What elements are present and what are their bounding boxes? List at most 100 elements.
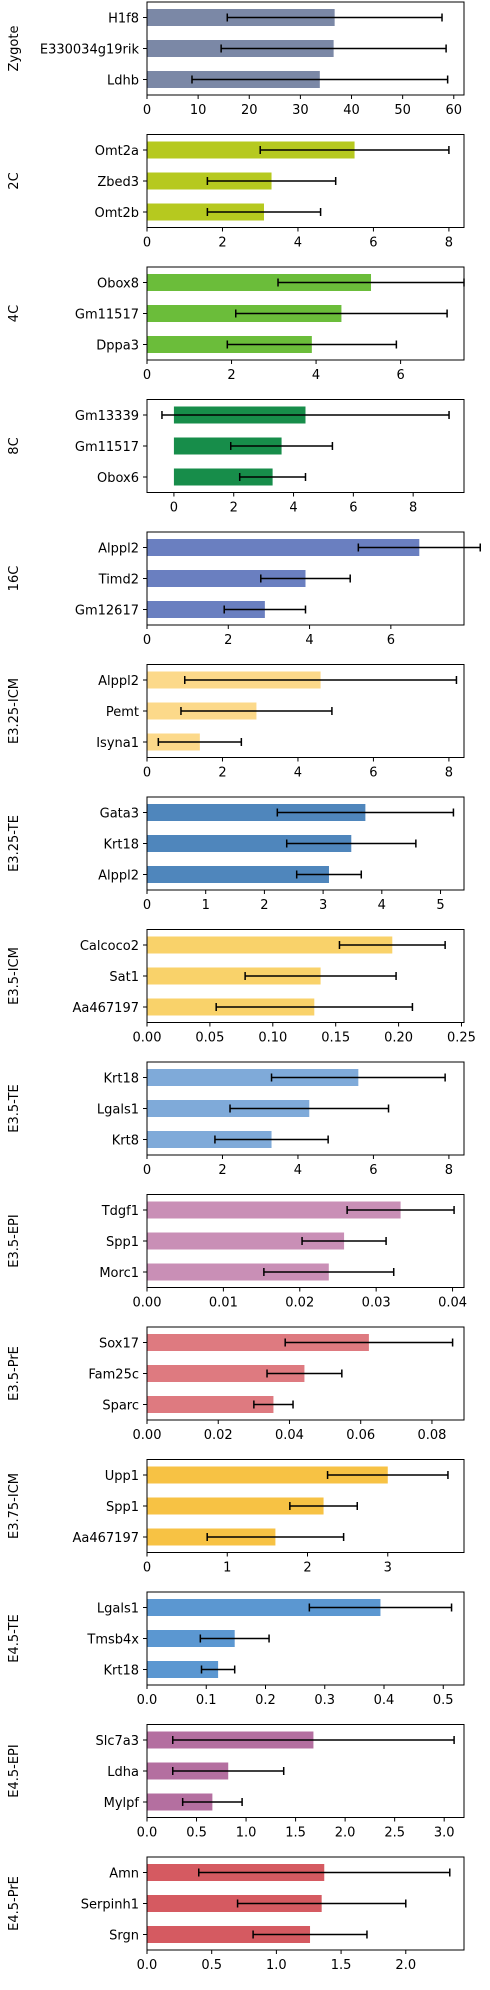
bar xyxy=(147,1100,310,1117)
x-tick-label: 50 xyxy=(394,103,411,118)
category-label: Slc7a3 xyxy=(95,1734,139,1749)
bar xyxy=(147,1069,359,1086)
x-tick-label: 4 xyxy=(294,236,302,251)
x-tick-label: 0.10 xyxy=(258,1031,287,1046)
x-tick-label: 0.02 xyxy=(285,1296,314,1311)
chart-panel-14: Amn Serpinh1 Srgn 0.0 0.5 1.0 1.5 2.0 E4.5-PrE xyxy=(7,1856,465,1973)
category-label: Tmsb4x xyxy=(86,1633,139,1648)
category-label: Spp1 xyxy=(106,1500,139,1515)
x-tick-label: 4 xyxy=(378,898,386,913)
x-tick-label: 0.5 xyxy=(201,1958,222,1973)
axes-frame xyxy=(146,531,465,626)
x-tick-label: 2 xyxy=(224,633,232,648)
chart-panel-7: Calcoco2 Sat1 Aa467197 0.00 0.05 0.10 0.15 0.20… xyxy=(7,929,476,1046)
x-tick-label: 2 xyxy=(218,766,226,781)
bar xyxy=(147,1599,381,1616)
chart-panel-1: Omt2a Zbed3 Omt2b 0 2 4 6 8 2C xyxy=(7,134,465,251)
x-tick-label: 0.0 xyxy=(137,1693,158,1708)
chart-panel-13: Slc7a3 Ldha Mylpf 0.0 0.5 1.0 1.5 2.0 2.5 3.0 E4.5… xyxy=(7,1724,465,1841)
x-tick-label: 4 xyxy=(289,501,297,516)
axes-frame xyxy=(146,1326,465,1421)
category-label: Mylpf xyxy=(104,1796,140,1811)
x-tick-label: 8 xyxy=(445,1163,453,1178)
category-label: Sox17 xyxy=(99,1337,139,1352)
x-tick-label: 3 xyxy=(384,1561,392,1576)
category-label: Aa467197 xyxy=(73,1531,140,1546)
error-bar xyxy=(259,146,450,154)
bar xyxy=(147,804,366,821)
x-tick-label: 0.4 xyxy=(374,1693,395,1708)
x-tick-label: 0.04 xyxy=(438,1296,467,1311)
bar xyxy=(147,203,264,221)
error-bar xyxy=(238,473,307,481)
x-tick-label: 6 xyxy=(369,766,377,781)
x-tick-label: 2.5 xyxy=(384,1826,405,1841)
x-tick-label: 6 xyxy=(369,1163,377,1178)
x-tick-label: 20 xyxy=(241,103,258,118)
bar xyxy=(147,539,420,556)
error-bar xyxy=(220,44,447,53)
bar xyxy=(147,1334,369,1351)
x-tick-label: 6 xyxy=(387,633,395,648)
y-axis-label: E3.5-ICM xyxy=(7,947,22,1005)
category-label: E330034g19rik xyxy=(40,43,140,58)
error-bar xyxy=(346,1206,455,1214)
x-tick-label: 0.15 xyxy=(321,1031,350,1046)
y-axis-label: E4.5-TE xyxy=(7,1614,22,1663)
x-tick-label: 0.01 xyxy=(209,1296,238,1311)
y-axis-label: E3.25-ICM xyxy=(7,678,22,744)
error-bar xyxy=(229,442,334,450)
bar xyxy=(147,141,355,159)
chart-panel-6: Gata3 Krt18 Alppl2 0 1 2 3 4 5 E3.25-TE xyxy=(7,796,465,913)
x-tick-label: 1 xyxy=(223,1561,231,1576)
x-tick-label: 0.5 xyxy=(186,1826,207,1841)
category-label: Gm11517 xyxy=(75,440,139,455)
x-tick-label: 2.0 xyxy=(335,1826,356,1841)
category-label: Alppl2 xyxy=(98,542,139,557)
axes-frame xyxy=(146,1194,465,1288)
x-tick-label: 1.5 xyxy=(285,1826,306,1841)
error-bar xyxy=(226,13,443,22)
error-bar xyxy=(260,574,351,583)
x-tick-label: 2.0 xyxy=(395,1958,416,1973)
error-bar xyxy=(183,676,458,684)
error-bar xyxy=(285,839,417,848)
x-tick-label: 0.02 xyxy=(204,1428,233,1443)
y-axis-label: 8C xyxy=(7,437,22,454)
category-label: Aa467197 xyxy=(73,1001,140,1016)
category-label: Krt18 xyxy=(103,1664,139,1679)
error-bar xyxy=(276,808,455,817)
axes-frame xyxy=(146,1856,465,1951)
category-label: Gm12617 xyxy=(75,604,139,619)
axes-frame xyxy=(146,1724,465,1818)
category-label: Dppa3 xyxy=(96,339,139,354)
bar xyxy=(147,1201,401,1219)
x-tick-label: 0.00 xyxy=(133,1296,162,1311)
x-tick-label: 8 xyxy=(445,766,453,781)
x-tick-label: 0 xyxy=(143,1163,151,1178)
bar xyxy=(147,967,321,985)
error-bar xyxy=(253,1400,294,1409)
category-label: Isyna1 xyxy=(96,736,139,751)
x-tick-label: 1.5 xyxy=(331,1958,352,1973)
bar xyxy=(147,936,393,954)
x-tick-label: 30 xyxy=(292,103,309,118)
category-label: Amn xyxy=(109,1867,139,1882)
error-bar xyxy=(270,1073,446,1082)
axes-frame xyxy=(146,1061,465,1156)
error-bar xyxy=(181,1798,243,1806)
axes-frame xyxy=(146,399,465,493)
error-bar xyxy=(326,1471,449,1479)
x-tick-label: 3 xyxy=(319,898,327,913)
error-bar xyxy=(295,870,363,879)
y-axis-label: Zygote xyxy=(7,26,22,72)
bar xyxy=(147,1661,219,1678)
error-bar xyxy=(161,411,450,419)
error-bar xyxy=(338,941,446,949)
category-label: Krt18 xyxy=(103,1072,139,1087)
y-axis-label: E3.5-EPI xyxy=(7,1214,22,1267)
error-bar xyxy=(289,1502,359,1510)
category-label: Ldha xyxy=(107,1765,139,1780)
x-tick-label: 2 xyxy=(230,501,238,516)
